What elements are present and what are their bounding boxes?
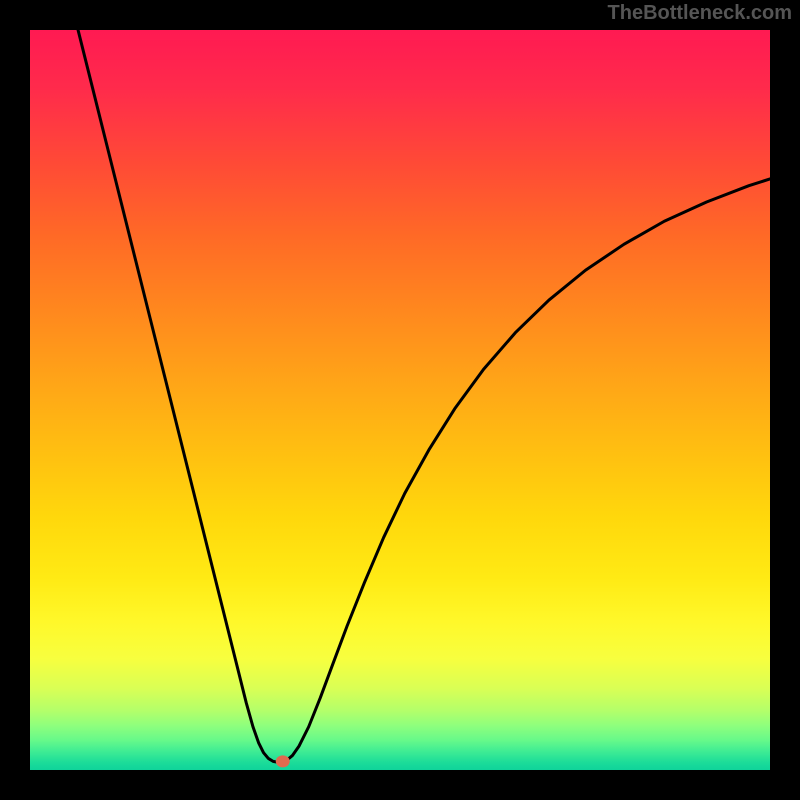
watermark-text: TheBottleneck.com <box>608 2 792 25</box>
bottleneck-chart <box>0 0 800 800</box>
chart-container: TheBottleneck.com <box>0 0 800 800</box>
plot-background <box>30 30 770 770</box>
optimal-point-marker <box>276 755 290 767</box>
